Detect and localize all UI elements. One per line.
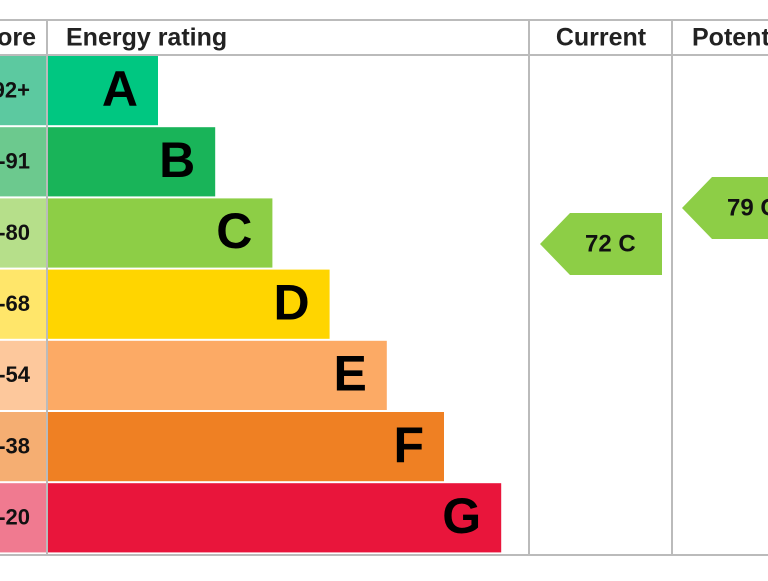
potential-arrow — [682, 177, 768, 240]
grid — [0, 19, 768, 556]
header-current: Current — [556, 24, 647, 52]
rating-letter: E — [333, 346, 366, 402]
rating-letter: A — [102, 61, 138, 117]
rating-bar — [48, 340, 387, 410]
current-label: 72 C — [585, 230, 636, 257]
score-cell — [0, 483, 46, 553]
rating-bar — [48, 483, 502, 553]
current-arrow — [540, 213, 662, 275]
score-cell — [0, 198, 46, 268]
score-range: 55-68 — [0, 291, 30, 316]
header-rating: Energy rating — [66, 24, 227, 52]
rating-bar — [48, 412, 444, 482]
score-cell — [0, 340, 46, 410]
header-score: Score — [0, 24, 36, 52]
score-cell — [0, 127, 46, 197]
score-range: 92+ — [0, 77, 30, 102]
rating-bar — [48, 127, 216, 197]
score-range: 69-80 — [0, 220, 30, 245]
rating-bar — [48, 56, 158, 126]
rating-letter: G — [442, 488, 481, 544]
rating-bar — [48, 269, 330, 339]
rating-letter: C — [216, 203, 252, 259]
header-potential: Potential — [692, 24, 768, 52]
score-cell — [0, 269, 46, 339]
score-cell — [0, 412, 46, 482]
rating-bar — [48, 198, 273, 268]
rating-letter: B — [159, 132, 195, 188]
rating-letter: F — [393, 417, 424, 473]
score-range: 21-38 — [0, 433, 30, 458]
score-range: 39-54 — [0, 362, 31, 387]
rating-letter: D — [273, 274, 309, 330]
potential-label: 79 C — [727, 194, 768, 221]
score-range: 81-91 — [0, 149, 30, 174]
score-cell — [0, 56, 46, 126]
score-range: 1-20 — [0, 505, 30, 530]
